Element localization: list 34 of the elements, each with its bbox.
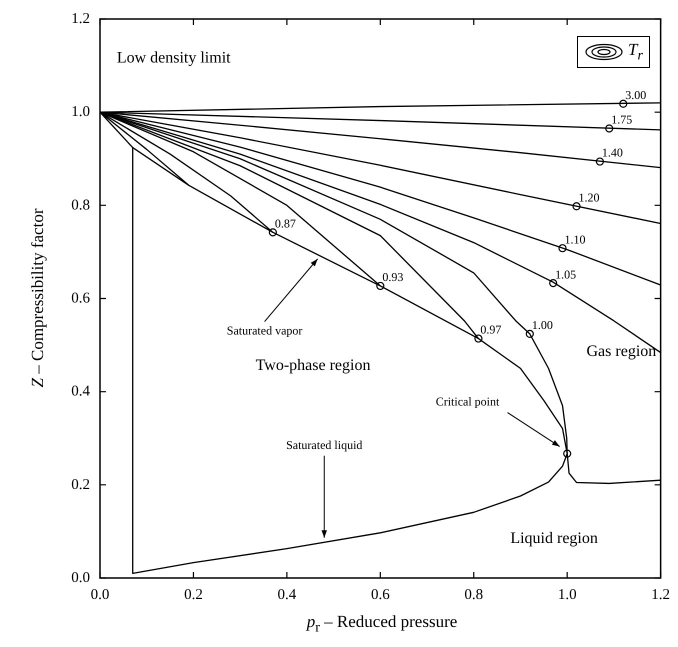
annotation: 0.97 (480, 322, 502, 337)
annotation: 1.40 (602, 146, 623, 160)
annotation: 0.93 (382, 270, 404, 284)
x-tick-label: 1.0 (558, 586, 577, 603)
x-axis-title: p$_{r}$ – Reduced pressure (306, 612, 458, 636)
annotation: 1.00 (532, 318, 553, 332)
y-tick-label: 0.0 (71, 570, 90, 586)
annotation: Saturated liquid (286, 438, 362, 452)
annotation: 1.20 (578, 190, 600, 204)
annotation: Two-phase region (256, 356, 370, 374)
annotation: 1.10 (564, 232, 586, 246)
y-tick-label: 0.2 (71, 476, 90, 493)
x-tick-label: 0.0 (90, 586, 110, 603)
x-tick-label: 0.4 (278, 586, 297, 603)
y-tick-label: 0.6 (71, 290, 90, 306)
y-tick-label: 0.4 (71, 384, 90, 400)
annotation: 3.00 (625, 88, 646, 102)
legend-title: T$_{r}$ (628, 40, 643, 64)
y-tick-label: 0.8 (71, 197, 90, 214)
annotation: 0.87 (274, 216, 296, 231)
x-tick-label: 0.8 (464, 586, 484, 603)
annotation: Saturated vapor (226, 324, 302, 338)
x-tick-label: 1.2 (651, 586, 670, 603)
annotation: Liquid region (510, 530, 598, 548)
y-axis-title: Z – Compressibility factor (28, 208, 48, 388)
annotation: Low density limit (116, 49, 232, 66)
annotation: 1.05 (555, 267, 576, 282)
x-tick-label: 0.6 (370, 586, 390, 603)
annotation: 1.75 (611, 112, 632, 127)
y-tick-label: 1.2 (71, 10, 90, 27)
x-tick-label: 0.2 (184, 586, 203, 603)
annotation: Gas region (586, 342, 656, 360)
y-tick-label: 1.0 (71, 104, 90, 120)
annotation: Critical point (436, 394, 500, 409)
